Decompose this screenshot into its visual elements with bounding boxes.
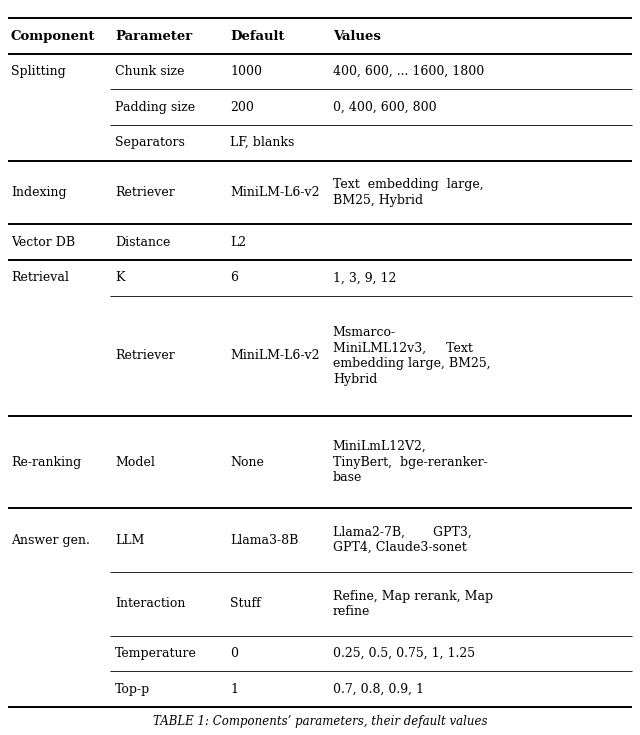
- Text: 1: 1: [230, 683, 238, 696]
- Text: Indexing: Indexing: [11, 186, 67, 199]
- Text: Model: Model: [115, 456, 155, 468]
- Text: MiniLmL12V2,
TinyBert,  bge-reranker-
base: MiniLmL12V2, TinyBert, bge-reranker- bas…: [333, 440, 488, 484]
- Text: Llama2-7B,       GPT3,
GPT4, Claude3-sonet: Llama2-7B, GPT3, GPT4, Claude3-sonet: [333, 526, 472, 554]
- Text: LF, blanks: LF, blanks: [230, 136, 295, 149]
- Text: K: K: [115, 271, 125, 284]
- Text: Msmarco-
MiniLML12v3,     Text
embedding large, BM25,
Hybrid: Msmarco- MiniLML12v3, Text embedding lar…: [333, 326, 490, 386]
- Text: Answer gen.: Answer gen.: [11, 534, 90, 547]
- Text: Retriever: Retriever: [115, 186, 175, 199]
- Text: Values: Values: [333, 29, 381, 43]
- Text: 200: 200: [230, 101, 254, 114]
- Text: Splitting: Splitting: [11, 65, 66, 78]
- Text: Separators: Separators: [115, 136, 185, 149]
- Text: 0.25, 0.5, 0.75, 1, 1.25: 0.25, 0.5, 0.75, 1, 1.25: [333, 647, 475, 660]
- Text: Retriever: Retriever: [115, 349, 175, 362]
- Text: Refine, Map rerank, Map
refine: Refine, Map rerank, Map refine: [333, 589, 493, 618]
- Text: None: None: [230, 456, 264, 468]
- Text: L2: L2: [230, 236, 246, 248]
- Text: 1, 3, 9, 12: 1, 3, 9, 12: [333, 271, 396, 284]
- Text: Retrieval: Retrieval: [11, 271, 68, 284]
- Text: 1000: 1000: [230, 65, 262, 78]
- Text: Re-ranking: Re-ranking: [11, 456, 81, 468]
- Text: Chunk size: Chunk size: [115, 65, 185, 78]
- Text: 0.7, 0.8, 0.9, 1: 0.7, 0.8, 0.9, 1: [333, 683, 424, 696]
- Text: MiniLM-L6-v2: MiniLM-L6-v2: [230, 349, 320, 362]
- Text: Text  embedding  large,
BM25, Hybrid: Text embedding large, BM25, Hybrid: [333, 178, 483, 207]
- Text: Component: Component: [11, 29, 95, 43]
- Text: LLM: LLM: [115, 534, 145, 547]
- Text: MiniLM-L6-v2: MiniLM-L6-v2: [230, 186, 320, 199]
- Text: Llama3-8B: Llama3-8B: [230, 534, 299, 547]
- Text: Stuff: Stuff: [230, 598, 261, 610]
- Text: Temperature: Temperature: [115, 647, 197, 660]
- Text: TABLE 1: Components’ parameters, their default values: TABLE 1: Components’ parameters, their d…: [153, 715, 487, 728]
- Text: 0, 400, 600, 800: 0, 400, 600, 800: [333, 101, 436, 114]
- Text: 400, 600, ... 1600, 1800: 400, 600, ... 1600, 1800: [333, 65, 484, 78]
- Text: Interaction: Interaction: [115, 598, 186, 610]
- Text: Parameter: Parameter: [115, 29, 193, 43]
- Text: Distance: Distance: [115, 236, 171, 248]
- Text: Top-p: Top-p: [115, 683, 150, 696]
- Text: 0: 0: [230, 647, 238, 660]
- Text: 6: 6: [230, 271, 238, 284]
- Text: Padding size: Padding size: [115, 101, 195, 114]
- Text: Vector DB: Vector DB: [11, 236, 75, 248]
- Text: Default: Default: [230, 29, 285, 43]
